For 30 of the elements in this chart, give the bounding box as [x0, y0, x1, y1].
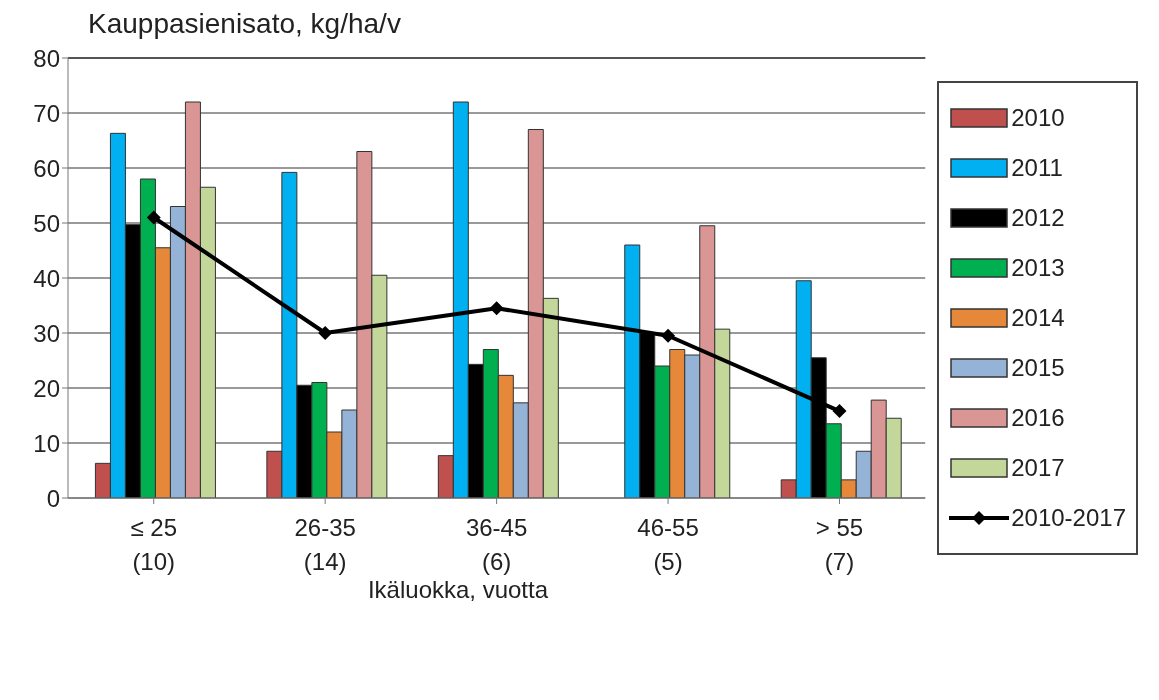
y-tick-label: 20 [33, 374, 60, 402]
y-tick-label: 10 [33, 429, 60, 457]
legend-label: 2010-2017 [1011, 504, 1126, 532]
y-tick-label: 30 [33, 319, 60, 347]
point [661, 328, 676, 343]
legend-label: 2012 [1011, 204, 1065, 232]
point [489, 301, 504, 316]
y-tick-label: 80 [33, 44, 60, 72]
legend-label: 2013 [1011, 254, 1065, 282]
point [318, 326, 333, 340]
x-tick-label: 36-45 (6) [465, 514, 528, 575]
x-tick-label: ≤ 25 (10) [130, 514, 177, 575]
legend-label: 2017 [1011, 454, 1065, 482]
y-tick-label: 0 [46, 484, 60, 512]
legend-label: 2011 [1011, 154, 1063, 182]
x-tick-label: 26-35 (14) [294, 514, 356, 575]
legend-label: 2014 [1011, 304, 1065, 332]
x-tick-label: > 55 (7) [815, 514, 864, 575]
chart-title: Kauppasienisato, kg/ha/v [88, 8, 401, 39]
y-tick-label: 60 [33, 154, 60, 182]
legend-label: 2015 [1011, 354, 1065, 382]
x-axis-title: Ikäluokka, vuotta [366, 576, 550, 604]
y-tick-label: 50 [33, 209, 60, 237]
point [146, 210, 161, 225]
legend-label: 2016 [1011, 404, 1065, 432]
legend-label: 2010 [1011, 104, 1065, 132]
y-tick-label: 40 [33, 264, 60, 292]
y-tick-label: 70 [33, 99, 60, 127]
x-tick-label: 46-55 (5) [637, 514, 699, 575]
point [832, 404, 847, 419]
